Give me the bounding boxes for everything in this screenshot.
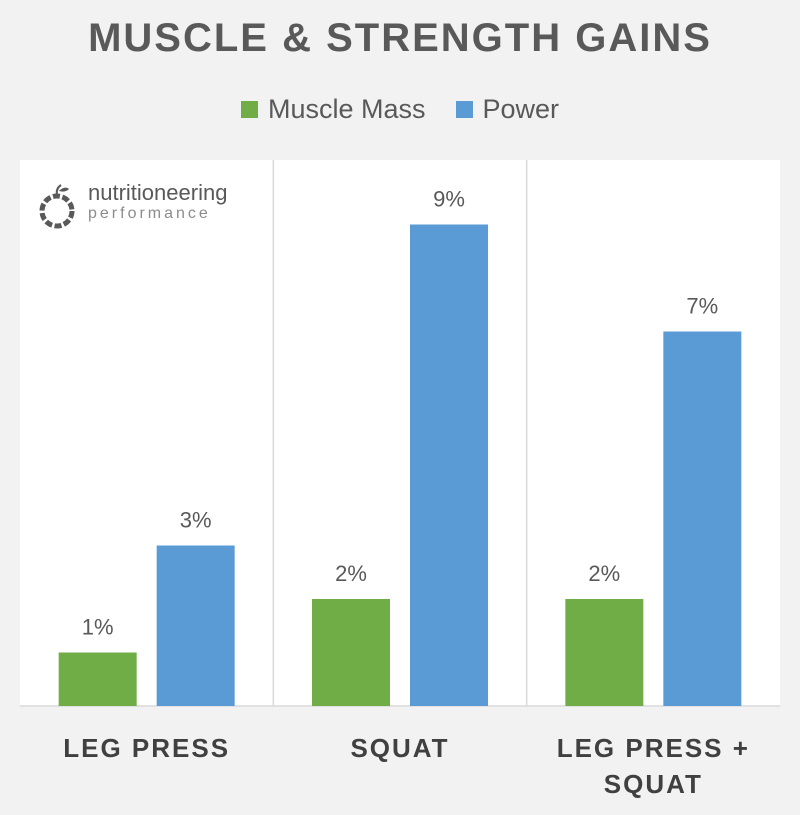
plot-area [20, 160, 780, 706]
data-label-muscle-mass: 2% [335, 561, 367, 586]
bar-muscle-mass [58, 652, 137, 706]
bar-power [156, 545, 235, 706]
brand-logo: nutritioneering performance [36, 182, 227, 232]
legend-label-power: Power [482, 94, 560, 124]
data-label-power: 7% [686, 294, 718, 319]
category-label: LEG PRESS [63, 733, 230, 763]
legend-swatch-muscle-mass [240, 101, 258, 118]
data-label-muscle-mass: 1% [82, 615, 114, 640]
legend: Muscle Mass Power [0, 94, 800, 125]
logo-name: nutritioneering [88, 180, 228, 205]
category-label-line: LEG PRESS + [557, 733, 750, 763]
legend-swatch-power [455, 101, 473, 118]
legend-label-muscle-mass: Muscle Mass [267, 94, 426, 124]
chart-title: MUSCLE & STRENGTH GAINS [88, 16, 712, 60]
logo-tagline: performance [88, 205, 211, 222]
legend-item-power: Power [455, 94, 560, 125]
category-label-line: LEG PRESS [63, 733, 230, 763]
data-label-power: 3% [180, 508, 212, 533]
category-label-line: SQUAT [350, 733, 449, 763]
category-label-line: SQUAT [604, 769, 703, 799]
bar-muscle-mass [312, 599, 390, 706]
apple-gear-icon [39, 184, 75, 229]
bar-power [663, 331, 742, 706]
bar-muscle-mass [565, 599, 644, 706]
bar-power [410, 224, 488, 706]
data-label-muscle-mass: 2% [588, 561, 620, 586]
category-label: LEG PRESS + SQUAT [557, 733, 750, 799]
legend-item-muscle-mass: Muscle Mass [240, 94, 426, 125]
data-label-power: 9% [433, 187, 465, 212]
category-label: SQUAT [350, 733, 449, 763]
